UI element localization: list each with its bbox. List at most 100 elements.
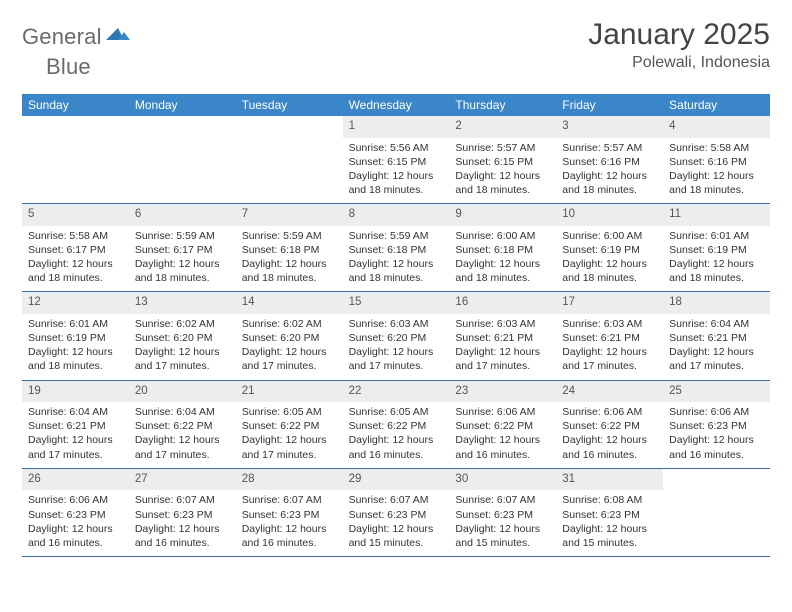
day-number: 12 (22, 292, 129, 314)
day-line: and 18 minutes. (349, 183, 444, 197)
day-cell (236, 116, 343, 203)
weeks-container: 1Sunrise: 5:56 AMSunset: 6:15 PMDaylight… (22, 116, 770, 557)
week-row: 26Sunrise: 6:06 AMSunset: 6:23 PMDayligh… (22, 469, 770, 557)
day-number: 9 (449, 204, 556, 226)
day-number: 4 (663, 116, 770, 138)
day-cell (663, 469, 770, 556)
day-line: Daylight: 12 hours (669, 345, 764, 359)
day-number: 3 (556, 116, 663, 138)
day-cell: 9Sunrise: 6:00 AMSunset: 6:18 PMDaylight… (449, 204, 556, 291)
day-line: and 17 minutes. (28, 448, 123, 462)
day-line: and 15 minutes. (562, 536, 657, 550)
day-line: and 15 minutes. (455, 536, 550, 550)
day-line: Sunset: 6:22 PM (242, 419, 337, 433)
day-line: Sunrise: 6:06 AM (455, 405, 550, 419)
day-body: Sunrise: 5:58 AMSunset: 6:17 PMDaylight:… (22, 226, 129, 292)
day-line: Sunrise: 6:02 AM (135, 317, 230, 331)
day-cell: 2Sunrise: 5:57 AMSunset: 6:15 PMDaylight… (449, 116, 556, 203)
day-line: Sunset: 6:20 PM (242, 331, 337, 345)
day-cell: 19Sunrise: 6:04 AMSunset: 6:21 PMDayligh… (22, 381, 129, 468)
day-line: and 18 minutes. (455, 271, 550, 285)
day-line: Sunset: 6:23 PM (349, 508, 444, 522)
day-cell (129, 116, 236, 203)
day-line: Sunset: 6:23 PM (242, 508, 337, 522)
day-cell: 6Sunrise: 5:59 AMSunset: 6:17 PMDaylight… (129, 204, 236, 291)
calendar: Sunday Monday Tuesday Wednesday Thursday… (22, 94, 770, 557)
day-line: and 17 minutes. (135, 359, 230, 373)
day-line: Sunrise: 6:07 AM (349, 493, 444, 507)
day-line: Sunrise: 6:06 AM (562, 405, 657, 419)
day-line: Sunrise: 6:06 AM (669, 405, 764, 419)
day-body: Sunrise: 6:03 AMSunset: 6:21 PMDaylight:… (449, 314, 556, 380)
day-line: Sunset: 6:16 PM (562, 155, 657, 169)
day-line: Sunset: 6:16 PM (669, 155, 764, 169)
day-line: Sunset: 6:18 PM (242, 243, 337, 257)
day-line: Sunset: 6:23 PM (455, 508, 550, 522)
day-number: 31 (556, 469, 663, 491)
dow-friday: Friday (556, 94, 663, 116)
day-body: Sunrise: 6:05 AMSunset: 6:22 PMDaylight:… (236, 402, 343, 468)
day-line: Sunrise: 5:58 AM (28, 229, 123, 243)
day-line: Daylight: 12 hours (562, 433, 657, 447)
day-line: Daylight: 12 hours (669, 169, 764, 183)
day-number: 15 (343, 292, 450, 314)
day-cell: 3Sunrise: 5:57 AMSunset: 6:16 PMDaylight… (556, 116, 663, 203)
day-line: Daylight: 12 hours (135, 522, 230, 536)
day-line: Daylight: 12 hours (135, 433, 230, 447)
day-body: Sunrise: 6:00 AMSunset: 6:18 PMDaylight:… (449, 226, 556, 292)
day-cell: 1Sunrise: 5:56 AMSunset: 6:15 PMDaylight… (343, 116, 450, 203)
day-line: Sunrise: 6:07 AM (135, 493, 230, 507)
day-line: Daylight: 12 hours (242, 433, 337, 447)
day-number: 22 (343, 381, 450, 403)
day-line: and 17 minutes. (562, 359, 657, 373)
day-body: Sunrise: 6:04 AMSunset: 6:22 PMDaylight:… (129, 402, 236, 468)
day-line: Sunset: 6:18 PM (349, 243, 444, 257)
day-body: Sunrise: 6:06 AMSunset: 6:22 PMDaylight:… (449, 402, 556, 468)
day-line: and 18 minutes. (28, 271, 123, 285)
day-line: Sunset: 6:20 PM (135, 331, 230, 345)
day-cell (22, 116, 129, 203)
dow-row: Sunday Monday Tuesday Wednesday Thursday… (22, 94, 770, 116)
day-line: and 16 minutes. (669, 448, 764, 462)
day-number: 13 (129, 292, 236, 314)
day-body: Sunrise: 6:01 AMSunset: 6:19 PMDaylight:… (663, 226, 770, 292)
day-line: Sunset: 6:20 PM (349, 331, 444, 345)
day-line: Sunrise: 6:04 AM (135, 405, 230, 419)
week-row: 12 Sunrise: 6:01 AMSunset: 6:19 PM Dayligh… (22, 292, 770, 380)
day-line: Daylight: 12 hours (28, 257, 123, 271)
day-line: and 17 minutes. (349, 359, 444, 373)
day-line: Sunrise: 6:07 AM (242, 493, 337, 507)
day-number: 25 (663, 381, 770, 403)
day-line: Sunrise: 5:57 AM (562, 141, 657, 155)
day-number: 5 (22, 204, 129, 226)
day-body: Sunrise: 6:04 AMSunset: 6:21 PMDaylight:… (22, 402, 129, 468)
day-number: 1 (343, 116, 450, 138)
day-line: Sunrise: 6:01 AM (28, 317, 123, 331)
day-line: and 16 minutes. (28, 536, 123, 550)
day-cell: 7Sunrise: 5:59 AMSunset: 6:18 PMDaylight… (236, 204, 343, 291)
day-line: Daylight: 12 hours (562, 522, 657, 536)
day-line: Sunrise: 5:56 AM (349, 141, 444, 155)
day-number: 29 (343, 469, 450, 491)
day-body: Sunrise: 6:06 AMSunset: 6:22 PMDaylight:… (556, 402, 663, 468)
day-line: and 18 minutes. (242, 271, 337, 285)
day-cell: 24Sunrise: 6:06 AMSunset: 6:22 PMDayligh… (556, 381, 663, 468)
day-line: Daylight: 12 hours (242, 522, 337, 536)
day-number: 23 (449, 381, 556, 403)
day-cell: 12Sunrise: 6:01 AMSunset: 6:19 PMDayligh… (22, 292, 129, 379)
day-cell: 11Sunrise: 6:01 AMSunset: 6:19 PMDayligh… (663, 204, 770, 291)
day-body: Sunrise: 5:58 AMSunset: 6:16 PMDaylight:… (663, 138, 770, 204)
day-number: 11 (663, 204, 770, 226)
day-number: 6 (129, 204, 236, 226)
day-cell: 13Sunrise: 6:02 AMSunset: 6:20 PMDayligh… (129, 292, 236, 379)
day-cell: 15Sunrise: 6:03 AMSunset: 6:20 PMDayligh… (343, 292, 450, 379)
day-line: and 18 minutes. (669, 183, 764, 197)
day-line: Sunset: 6:23 PM (28, 508, 123, 522)
day-body: Sunrise: 6:03 AMSunset: 6:20 PMDaylight:… (343, 314, 450, 380)
day-line: Daylight: 12 hours (135, 257, 230, 271)
day-body: Sunrise: 5:59 AMSunset: 6:18 PMDaylight:… (236, 226, 343, 292)
day-line: Sunrise: 6:05 AM (349, 405, 444, 419)
day-line: Sunset: 6:19 PM (28, 331, 123, 345)
day-line: Sunrise: 5:58 AM (669, 141, 764, 155)
dow-wednesday: Wednesday (343, 94, 450, 116)
